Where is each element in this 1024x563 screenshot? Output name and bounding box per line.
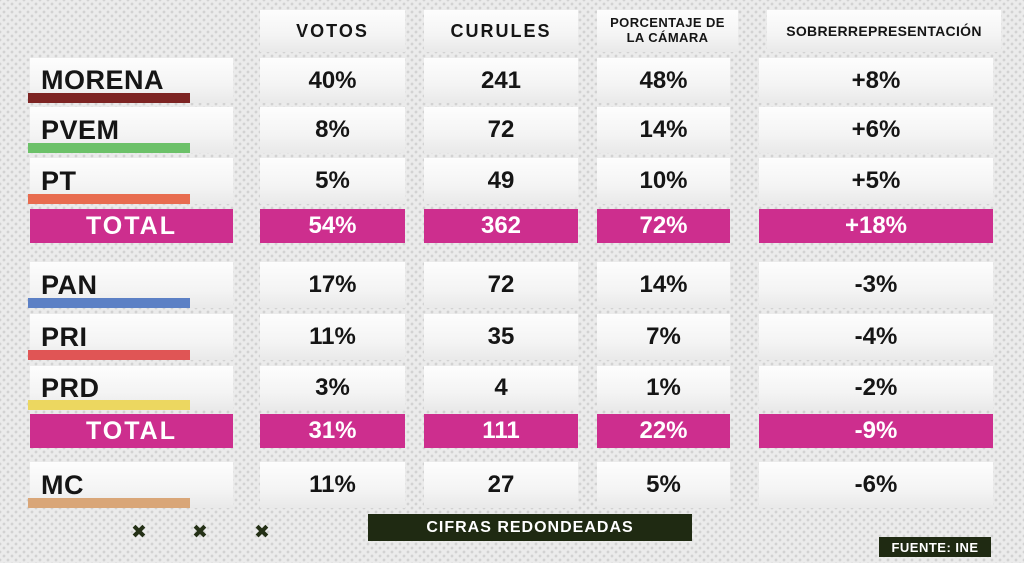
curules-value: 35 [424, 314, 578, 360]
sobrerrepresentacion-value: -6% [759, 462, 993, 508]
party-cell: PVEM [28, 107, 233, 153]
camara-value: 14% [597, 107, 730, 153]
total-camara-value: 72% [597, 209, 730, 243]
party-color-bar [28, 298, 190, 308]
total-sobrerrepresentacion-value: +18% [759, 209, 993, 243]
party-cell: PAN [28, 262, 233, 308]
sobrerrepresentacion-value: -3% [759, 262, 993, 308]
total-row-coalition-2: TOTAL 31% 111 22% -9% [30, 414, 993, 448]
party-name: MORENA [41, 65, 164, 95]
cross-icon: ✖ [254, 522, 270, 543]
camara-value: 7% [597, 314, 730, 360]
total-votos-value: 54% [260, 209, 405, 243]
table-row-pri: PRI 11% 35 7% -4% [28, 314, 993, 360]
table-row-prd: PRD 3% 4 1% -2% [28, 366, 993, 410]
sobrerrepresentacion-value: +5% [759, 158, 993, 204]
curules-value: 241 [424, 58, 578, 103]
camara-value: 14% [597, 262, 730, 308]
party-cell: PRI [28, 314, 233, 360]
party-name: PRI [41, 321, 88, 352]
total-curules-value: 362 [424, 209, 578, 243]
party-color-bar [28, 400, 190, 410]
total-label: TOTAL [30, 414, 233, 448]
curules-value: 27 [424, 462, 578, 508]
rounded-figures-note: CIFRAS REDONDEADAS [368, 514, 692, 541]
votos-value: 5% [260, 158, 405, 204]
camara-value: 10% [597, 158, 730, 204]
party-color-bar [28, 498, 190, 508]
votos-value: 11% [260, 314, 405, 360]
camara-value: 1% [597, 366, 730, 410]
table-row-mc: MC 11% 27 5% -6% [28, 462, 993, 508]
header-spacer [30, 10, 233, 52]
party-cell: MC [28, 462, 233, 508]
votos-value: 40% [260, 58, 405, 103]
sobrerrepresentacion-value: -4% [759, 314, 993, 360]
column-header-votos: VOTOS [260, 10, 405, 52]
party-color-bar [28, 350, 190, 360]
total-sobrerrepresentacion-value: -9% [759, 414, 993, 448]
party-name: PAN [41, 269, 98, 300]
table-row-pt: PT 5% 49 10% +5% [28, 158, 993, 204]
header-row: VOTOS CURULES PORCENTAJE DE LA CÁMARA SO… [30, 10, 1001, 52]
column-header-curules: CURULES [424, 10, 578, 52]
party-name: PRD [41, 372, 100, 403]
source-label: FUENTE: INE [879, 537, 991, 557]
total-curules-value: 111 [424, 414, 578, 448]
party-cell: PT [28, 158, 233, 204]
table-row-pan: PAN 17% 72 14% -3% [28, 262, 993, 308]
total-votos-value: 31% [260, 414, 405, 448]
party-name: PVEM [41, 114, 120, 145]
cross-icon: ✖ [192, 522, 208, 543]
party-color-bar [28, 93, 190, 103]
votos-value: 17% [260, 262, 405, 308]
votos-value: 3% [260, 366, 405, 410]
table-row-morena: MORENA 40% 241 48% +8% [28, 58, 993, 103]
cross-icon: ✖ [131, 522, 147, 543]
party-color-bar [28, 143, 190, 153]
curules-value: 72 [424, 262, 578, 308]
sobrerrepresentacion-value: -2% [759, 366, 993, 410]
total-row-coalition-1: TOTAL 54% 362 72% +18% [30, 209, 993, 243]
curules-value: 4 [424, 366, 578, 410]
total-label: TOTAL [30, 209, 233, 243]
sobrerrepresentacion-value: +6% [759, 107, 993, 153]
camara-value: 5% [597, 462, 730, 508]
total-camara-value: 22% [597, 414, 730, 448]
curules-value: 49 [424, 158, 578, 204]
camara-value: 48% [597, 58, 730, 103]
party-name: MC [41, 469, 84, 500]
table-row-pvem: PVEM 8% 72 14% +6% [28, 107, 993, 153]
party-color-bar [28, 194, 190, 204]
curules-value: 72 [424, 107, 578, 153]
sobrerrepresentacion-value: +8% [759, 58, 993, 103]
party-cell: MORENA [28, 58, 233, 103]
party-cell: PRD [28, 366, 233, 410]
column-header-sobrerrepresentacion: SOBRERREPRESENTACIÓN [767, 10, 1001, 52]
column-header-porcentaje-camara: PORCENTAJE DE LA CÁMARA [597, 10, 738, 52]
party-name: PT [41, 165, 77, 196]
votos-value: 11% [260, 462, 405, 508]
votos-value: 8% [260, 107, 405, 153]
